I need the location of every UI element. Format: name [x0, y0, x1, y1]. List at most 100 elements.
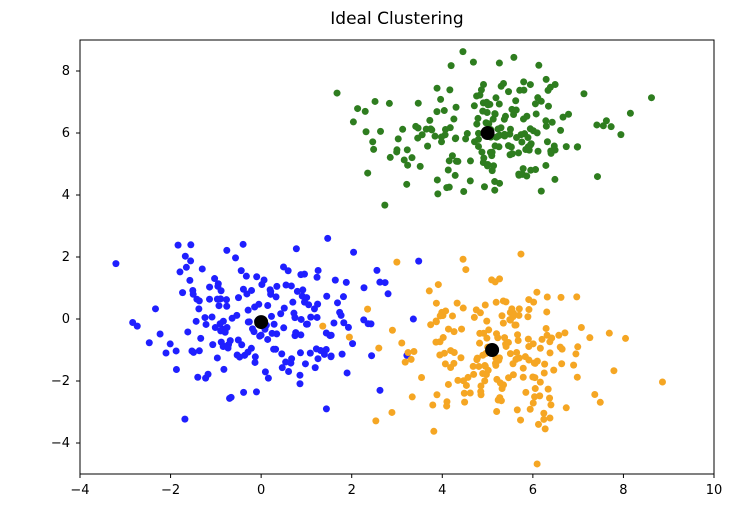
scatter-point — [496, 132, 503, 139]
scatter-point — [432, 339, 439, 346]
scatter-point — [323, 293, 330, 300]
scatter-point — [362, 108, 369, 115]
scatter-point — [270, 346, 277, 353]
scatter-point — [498, 312, 505, 319]
x-tick-label: 4 — [438, 483, 446, 498]
scatter-point — [197, 335, 204, 342]
scatter-point — [249, 325, 256, 332]
scatter-point — [182, 253, 189, 260]
scatter-point — [408, 356, 415, 363]
x-tick-label: 8 — [619, 483, 627, 498]
scatter-point — [152, 305, 159, 312]
scatter-point — [442, 307, 449, 314]
scatter-point — [574, 374, 581, 381]
scatter-point — [354, 105, 361, 112]
scatter-point — [520, 116, 527, 123]
scatter-point — [232, 254, 239, 261]
scatter-point — [307, 314, 314, 321]
scatter-point — [535, 148, 542, 155]
scatter-point — [460, 256, 467, 263]
scatter-point — [245, 318, 252, 325]
scatter-point — [343, 279, 350, 286]
scatter-point — [349, 340, 356, 347]
scatter-point — [485, 367, 492, 374]
scatter-point — [386, 100, 393, 107]
scatter-point — [491, 187, 498, 194]
scatter-point — [530, 127, 537, 134]
scatter-point — [563, 143, 570, 150]
scatter-point — [415, 100, 422, 107]
scatter-point — [307, 350, 314, 357]
scatter-point — [547, 401, 554, 408]
scatter-point — [438, 134, 445, 141]
scatter-point — [561, 329, 568, 336]
scatter-point — [336, 309, 343, 316]
scatter-point — [236, 354, 243, 361]
scatter-point — [401, 156, 408, 163]
scatter-point — [545, 103, 552, 110]
scatter-point — [545, 386, 552, 393]
scatter-point — [314, 314, 321, 321]
scatter-point — [415, 258, 422, 265]
scatter-point — [417, 163, 424, 170]
scatter-point — [282, 359, 289, 366]
scatter-point — [480, 155, 487, 162]
y-tick-label: 6 — [62, 126, 70, 141]
scatter-point — [434, 176, 441, 183]
scatter-point — [544, 293, 551, 300]
scatter-point — [451, 328, 458, 335]
scatter-point — [291, 314, 298, 321]
scatter-point — [271, 321, 278, 328]
scatter-point — [446, 157, 453, 164]
scatter-point — [544, 332, 551, 339]
scatter-point — [578, 324, 585, 331]
scatter-point — [264, 302, 271, 309]
scatter-point — [443, 403, 450, 410]
scatter-point — [518, 131, 525, 138]
scatter-point — [215, 302, 222, 309]
scatter-point — [385, 290, 392, 297]
scatter-point — [382, 279, 389, 286]
scatter-point — [527, 406, 534, 413]
scatter-point — [269, 330, 276, 337]
scatter-point — [186, 277, 193, 284]
scatter-point — [485, 326, 492, 333]
scatter-point — [187, 241, 194, 248]
scatter-point — [574, 343, 581, 350]
scatter-point — [193, 318, 200, 325]
scatter-point — [293, 245, 300, 252]
scatter-point — [314, 355, 321, 362]
scatter-point — [292, 329, 299, 336]
scatter-point — [326, 332, 333, 339]
scatter-point — [377, 128, 384, 135]
scatter-point — [273, 293, 280, 300]
scatter-point — [591, 391, 598, 398]
scatter-point — [205, 371, 212, 378]
scatter-point — [627, 110, 634, 117]
scatter-point — [328, 353, 335, 360]
scatter-point — [399, 126, 406, 133]
scatter-point — [457, 354, 464, 361]
scatter-point — [490, 162, 497, 169]
scatter-point — [597, 399, 604, 406]
centroid-marker — [254, 315, 268, 329]
scatter-point — [245, 307, 252, 314]
scatter-point — [195, 305, 202, 312]
scatter-point — [610, 367, 617, 374]
scatter-point — [364, 170, 371, 177]
scatter-point — [517, 251, 524, 258]
scatter-point — [370, 146, 377, 153]
scatter-point — [280, 263, 287, 270]
scatter-point — [181, 416, 188, 423]
scatter-point — [461, 390, 468, 397]
scatter-point — [298, 316, 305, 323]
scatter-point — [540, 410, 547, 417]
scatter-point — [497, 379, 504, 386]
scatter-point — [483, 318, 490, 325]
scatter-point — [513, 349, 520, 356]
scatter-point — [509, 360, 516, 367]
scatter-point — [500, 320, 507, 327]
scatter-point — [426, 287, 433, 294]
scatter-point — [214, 296, 221, 303]
scatter-point — [372, 417, 379, 424]
